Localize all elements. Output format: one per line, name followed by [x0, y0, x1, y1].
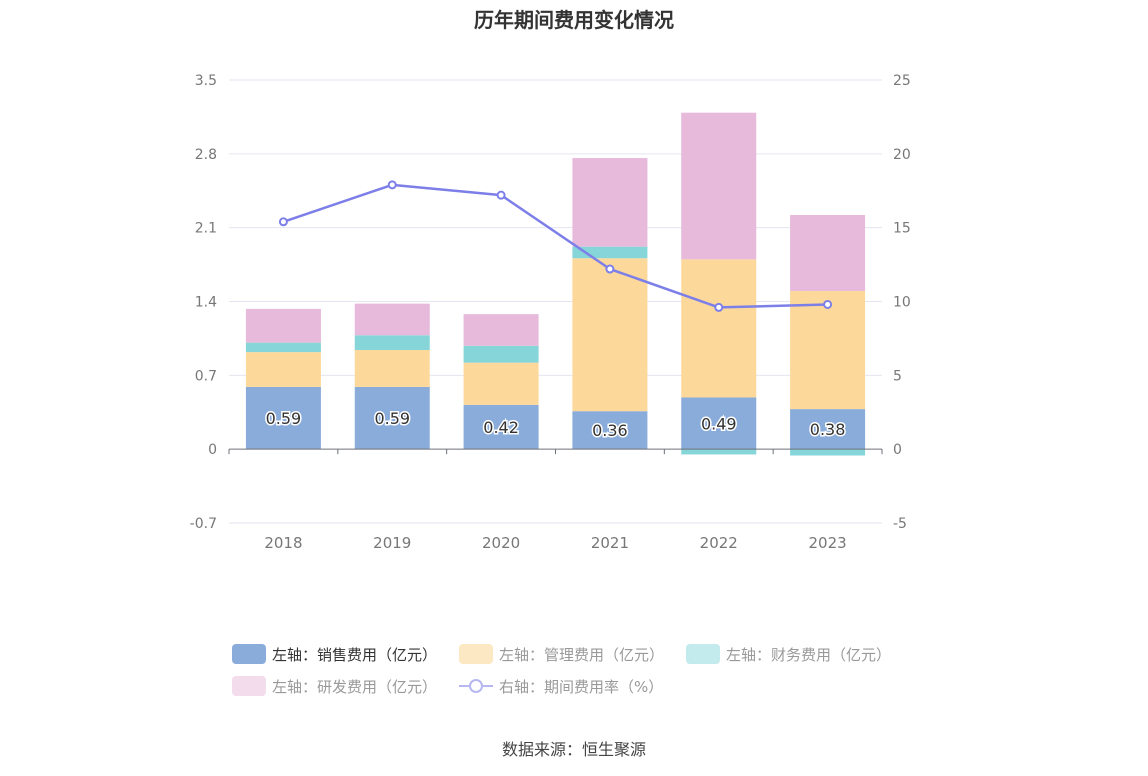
bar-admin [463, 362, 539, 405]
right-tick-label: 5 [893, 368, 902, 384]
bar-sales [572, 411, 648, 450]
line-point [714, 302, 724, 312]
bar-sales [790, 409, 866, 450]
legend-swatch-admin [459, 644, 494, 664]
label-layer: 0.59 0.59 0.42 0.36 0.49 0.38 [264, 408, 847, 442]
line-point [278, 217, 288, 227]
source-note: 数据来源：恒生聚源 [501, 740, 646, 759]
legend-item-rnd[interactable]: 左轴：研发费用（亿元） [232, 676, 437, 697]
grid-layer [229, 79, 882, 524]
right-tick-label: 0 [893, 442, 902, 458]
left-tick-label: 2.8 [195, 147, 217, 163]
data-label: 0.49 [701, 414, 737, 433]
data-label: 0.36 [592, 421, 628, 440]
line-point [496, 190, 506, 200]
left-tick-label: 0 [208, 442, 217, 458]
legend-swatch-finance [686, 644, 721, 664]
legend-label-rnd: 左轴：研发费用（亿元） [272, 677, 438, 696]
bar-rnd [790, 215, 866, 291]
left-tick-label: 3.5 [195, 73, 217, 89]
bar-sales [354, 386, 430, 450]
bar-sales [463, 404, 539, 450]
legend-swatch-rnd [232, 676, 266, 696]
left-tick-label: -0.7 [190, 516, 217, 532]
bar-finance [463, 345, 539, 363]
bar-rnd [463, 314, 539, 346]
bar-admin [790, 290, 866, 410]
legend-row: 左轴：销售费用（亿元） 左轴：管理费用（亿元） 左轴：财务费用（亿元） [232, 638, 932, 670]
bar-finance [354, 335, 430, 351]
bar-layer [245, 112, 866, 456]
data-label: 0.59 [374, 409, 410, 428]
legend-item-sales[interactable]: 左轴：销售费用（亿元） [232, 644, 437, 665]
line-circle-marker-icon [459, 679, 494, 693]
data-label: 0.38 [810, 420, 846, 439]
bar-sales [245, 386, 321, 450]
data-label: 0.59 [266, 409, 302, 428]
bar-finance [245, 342, 321, 353]
legend-item-finance[interactable]: 左轴：财务费用（亿元） [686, 644, 891, 665]
category-label: 2023 [808, 534, 846, 552]
category-label: 2021 [591, 534, 629, 552]
category-label: 2022 [700, 534, 738, 552]
legend-item-expense-ratio[interactable]: 右轴：期间费用率（%） [459, 676, 663, 697]
data-label: 0.42 [483, 418, 519, 437]
line-layer [278, 180, 833, 312]
category-label: 2018 [264, 534, 302, 552]
legend-row: 左轴：研发费用（亿元） 右轴：期间费用率（%） [232, 670, 932, 702]
bar-finance [681, 449, 757, 455]
chart-area: -0.7 0 0.7 1.4 2.1 2.8 3.5 -5 0 5 10 15 20 25 2018 2019… [190, 73, 911, 552]
legend-label-finance: 左轴：财务费用（亿元） [726, 645, 892, 664]
legend-label-admin: 左轴：管理费用（亿元） [499, 645, 665, 664]
right-tick-label: -5 [893, 516, 907, 532]
bar-admin [572, 258, 648, 412]
legend-item-admin[interactable]: 左轴：管理费用（亿元） [459, 644, 664, 665]
axis-layer: -0.7 0 0.7 1.4 2.1 2.8 3.5 -5 0 5 10 15 20 25 2018 2019… [190, 73, 911, 552]
legend-swatch-sales [232, 644, 266, 664]
bar-admin [681, 259, 757, 398]
bar-finance [572, 246, 648, 259]
line-point [823, 299, 833, 309]
category-label: 2020 [482, 534, 520, 552]
right-tick-label: 20 [893, 147, 911, 163]
bar-rnd [572, 158, 648, 247]
bar-sales [681, 397, 757, 450]
legend: 左轴：销售费用（亿元） 左轴：管理费用（亿元） 左轴：财务费用（亿元） 左轴：研… [232, 638, 932, 702]
bar-admin [354, 350, 430, 387]
left-tick-label: 1.4 [195, 295, 217, 311]
left-tick-label: 2.1 [195, 221, 217, 237]
legend-label-sales: 左轴：销售费用（亿元） [272, 645, 438, 664]
bar-rnd [681, 112, 757, 260]
line-point [387, 180, 397, 190]
bar-rnd [354, 303, 430, 336]
legend-label-expense-ratio: 右轴：期间费用率（%） [499, 677, 664, 696]
bar-rnd [245, 308, 321, 343]
bar-finance [790, 449, 866, 456]
right-tick-label: 25 [893, 73, 911, 89]
line-point [605, 264, 615, 274]
chart-title: 历年期间费用变化情况 [474, 8, 674, 32]
left-tick-label: 0.7 [195, 368, 217, 384]
category-label: 2019 [373, 534, 411, 552]
right-tick-label: 10 [893, 295, 911, 311]
right-tick-label: 15 [893, 221, 911, 237]
bar-admin [245, 352, 321, 387]
series-line-expense-ratio [283, 183, 828, 309]
